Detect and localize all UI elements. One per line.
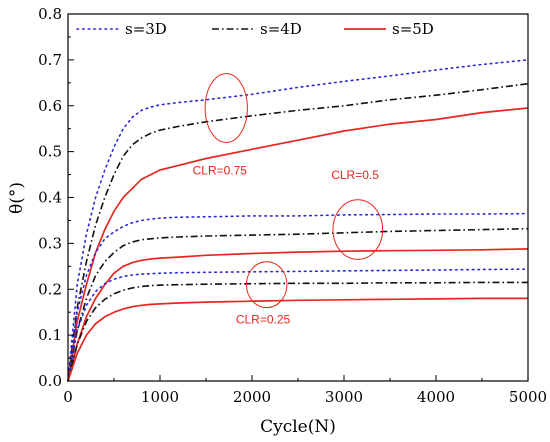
series-line-s5D-CLR025 xyxy=(67,297,528,382)
series-line-s4D-CLR075 xyxy=(67,82,529,382)
series-line-s5D-CLR075 xyxy=(67,107,529,382)
y-tick-label: 0.5 xyxy=(38,143,62,161)
x-tick-label: 4000 xyxy=(417,388,455,406)
x-tick-label: 2000 xyxy=(233,388,271,406)
y-tick-label: 0.4 xyxy=(38,189,62,207)
x-tick-label: 5000 xyxy=(509,388,547,406)
annotation-label-1: CLR=0.5 xyxy=(331,168,379,182)
y-tick-label: 0.7 xyxy=(38,51,62,69)
annotation-ellipse-2 xyxy=(245,261,288,309)
series-layer xyxy=(67,59,529,382)
annotation-ellipse-0 xyxy=(204,73,248,143)
y-tick-label: 0.6 xyxy=(38,97,62,115)
annotation-ellipse-1 xyxy=(332,199,384,260)
y-tick-label: 0.1 xyxy=(38,326,62,344)
legend-label-s3D: s=3D xyxy=(125,20,167,38)
axis-layer: 0 1000 2000 3000 4000 5000 0.0 0.1 0.2 0.3 0.4 0.5 0… xyxy=(38,5,547,406)
annotation-layer: CLR=0.75 CLR=0.5 CLR=0.25 xyxy=(193,73,384,327)
series-line-s3D-CLR05 xyxy=(67,212,529,382)
legend: s=3D s=4D s=5D xyxy=(76,20,434,38)
x-tick-label: 3000 xyxy=(325,388,363,406)
series-line-s3D-CLR025 xyxy=(67,268,529,382)
x-tick-label: 0 xyxy=(63,388,73,406)
plot-background xyxy=(68,14,528,381)
x-axis-title: Cycle(N) xyxy=(260,417,336,437)
y-tick-label: 0.0 xyxy=(38,372,62,390)
y-axis-title: θ(°) xyxy=(7,182,27,214)
legend-label-s5D: s=5D xyxy=(392,20,434,38)
y-tick-label: 0.8 xyxy=(38,5,62,23)
series-line-s3D-CLR075 xyxy=(67,59,529,382)
annotation-label-2: CLR=0.25 xyxy=(236,313,291,327)
annotation-label-0: CLR=0.75 xyxy=(193,164,248,178)
series-line-s5D-CLR05 xyxy=(67,248,529,382)
x-tick-label: 1000 xyxy=(141,388,179,406)
legend-label-s4D: s=4D xyxy=(260,20,302,38)
y-tick-label: 0.2 xyxy=(38,280,62,298)
y-tick-label: 0.3 xyxy=(38,234,62,252)
series-line-s4D-CLR025 xyxy=(67,281,528,382)
